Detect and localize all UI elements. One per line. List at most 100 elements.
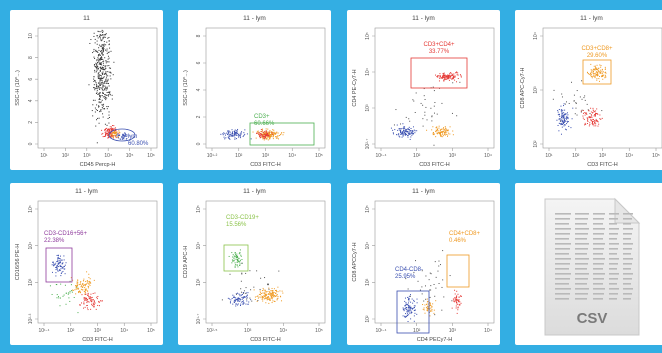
x-axis-label: CD3 FITC-H xyxy=(250,162,281,168)
gate-shape[interactable] xyxy=(45,247,73,283)
y-tick-label: 10⁴ xyxy=(196,242,202,250)
y-tick-label: 10⁵ xyxy=(365,205,371,213)
x-axis-label: CD3 FITC-H xyxy=(250,337,281,343)
x-axis-label: CD3 FITC-H xyxy=(82,337,113,343)
x-axis-label: CD3 FITC-H xyxy=(587,162,618,168)
plot-tile[interactable]: 11 - lym 10¹·² 10² 10³ 10⁴ 10⁵ 8 6 4 2 0 CD3 FITC-H… xyxy=(178,10,331,170)
gate-shape[interactable] xyxy=(249,122,315,146)
y-axis-label: CD8 APCCy7-H xyxy=(352,242,358,281)
x-tick-label: 10¹·⁴ xyxy=(38,328,49,334)
x-tick-label: 10² xyxy=(67,328,75,334)
y-tick-label: 10¹·⁷ xyxy=(196,313,202,324)
plot-tile[interactable]: 11 10¹ 10² 10³ 10⁴ 10⁵ 10⁶ 10 8 6 4 2 0 CD45 Percp-H S… xyxy=(10,10,163,170)
x-tick-label: 10⁵ xyxy=(126,153,134,159)
gate-label: CD3+CD8+ xyxy=(581,46,613,52)
y-axis-label: CD19 APC-H xyxy=(183,246,189,278)
y-tick-label: 0 xyxy=(196,142,202,145)
gate-percentage: 0.46% xyxy=(449,238,467,244)
csv-tile[interactable]: CSV xyxy=(515,183,662,345)
x-tick-label: 10³ xyxy=(449,328,457,334)
x-tick-label: 10⁵ xyxy=(315,153,323,159)
plot-tile[interactable]: 11 - lym 10²·⁵ 10³ 10⁴ 10⁵ 10⁵ 10⁴ 10³ 10¹·⁷ CD3 … xyxy=(178,183,331,345)
gate-shape[interactable] xyxy=(582,59,612,85)
event-dots xyxy=(49,254,103,314)
plot-tile[interactable]: 11 - lym 10¹·⁴ 10² 10³ 10⁴ 10⁵ 10⁵ 10⁴ 10³ 10²·³ C… xyxy=(10,183,163,345)
y-axis-label: CD16/56 PE-H xyxy=(15,244,21,280)
plot-tile[interactable]: 11 - lym 10¹·⁴ 10² 10³ 10⁴ 10⁵ 10⁴ 10³ 10² CD4 PE… xyxy=(347,183,500,345)
gate-percentage: 22.38% xyxy=(44,238,65,244)
gate-percentage: 60.80% xyxy=(128,141,149,147)
gate-label: CD3-CD19+ xyxy=(226,215,259,221)
x-tick-label: 10² xyxy=(572,153,580,159)
x-tick-label: 10⁴ xyxy=(279,328,287,334)
y-tick-label: 10³ xyxy=(533,86,539,94)
y-tick-label: 10³ xyxy=(365,104,371,112)
csv-file-icon: CSV xyxy=(544,197,641,336)
x-axis-label: CD3 FITC-H xyxy=(419,162,450,168)
x-tick-label: 10² xyxy=(413,153,421,159)
event-dots xyxy=(221,249,284,307)
plot-title: 11 - lym xyxy=(412,15,435,22)
y-tick-label: 6 xyxy=(196,61,202,64)
x-tick-label: 10⁴ xyxy=(288,153,296,159)
y-tick-label: 0 xyxy=(28,142,34,145)
gate-percentage: 25.95% xyxy=(395,274,416,280)
plot-tile[interactable]: 11 - lym 10¹ 10² 10³ 10⁴ 10⁵ 10⁴ 10³ 10² CD3 FITC… xyxy=(515,10,662,170)
x-tick-label: 10² xyxy=(62,153,70,159)
plot-frame xyxy=(205,200,326,324)
y-tick-label: 10⁴ xyxy=(533,32,539,40)
event-dots xyxy=(402,250,462,323)
y-axis-label: CD4 PE-Cy7-H xyxy=(352,69,358,106)
x-tick-label: 10¹ xyxy=(40,153,48,159)
gate-percentage: 15.56% xyxy=(226,222,247,228)
gate-shape[interactable] xyxy=(108,128,136,142)
y-tick-label: 10⁴ xyxy=(365,68,371,76)
gate-shape[interactable] xyxy=(410,57,468,89)
y-tick-label: 6 xyxy=(28,78,34,81)
y-tick-label: 10³ xyxy=(365,278,371,286)
flow-plot: 11 - lym 10¹·⁴ 10² 10³ 10⁴ 10⁵ 10⁴ 10³ 10² CD4 PE… xyxy=(352,188,495,343)
x-tick-label: 10³ xyxy=(599,153,607,159)
plot-tile[interactable]: 11 - lym 10¹·⁴ 10² 10³ 10⁴ 10⁵ 10⁴ 10³ 10²·⁷ CD3 … xyxy=(347,10,500,170)
gate-label: CD4-CD8- xyxy=(395,267,423,273)
gate-shape[interactable] xyxy=(446,254,470,288)
event-dots xyxy=(390,71,462,146)
plot-frame xyxy=(205,27,326,149)
x-tick-label: 10¹·⁴ xyxy=(375,328,386,334)
y-tick-label: 10²·³ xyxy=(28,313,34,324)
y-tick-label: 8 xyxy=(28,56,34,59)
plot-title: 11 - lym xyxy=(412,188,435,195)
plot-title: 11 - lym xyxy=(580,15,603,22)
x-tick-label: 10⁵ xyxy=(315,328,323,334)
plot-title: 11 xyxy=(83,15,90,22)
y-tick-label: 10 xyxy=(28,33,34,39)
x-tick-label: 10²·⁵ xyxy=(207,328,218,334)
y-axis-label: SSC-H (10^...) xyxy=(183,70,189,106)
x-tick-label: 10³ xyxy=(262,153,270,159)
x-tick-label: 10³ xyxy=(449,153,457,159)
y-tick-label: 10⁴ xyxy=(365,242,371,250)
plot-frame xyxy=(37,200,158,324)
gate-shape[interactable] xyxy=(223,244,249,272)
x-tick-label: 10³ xyxy=(83,153,91,159)
gate-shape[interactable] xyxy=(396,290,430,334)
y-tick-label: 4 xyxy=(28,99,34,102)
gate-percentage: 29.60% xyxy=(587,53,608,59)
flow-plot: 11 - lym 10²·⁵ 10³ 10⁴ 10⁵ 10⁵ 10⁴ 10³ 10¹·⁷ CD3 … xyxy=(183,188,326,343)
x-tick-label: 10² xyxy=(413,328,421,334)
y-tick-label: 10⁵ xyxy=(365,32,371,40)
gate-percentage: 60.66% xyxy=(254,121,275,127)
csv-label: CSV xyxy=(577,310,608,327)
x-tick-label: 10⁴ xyxy=(484,153,492,159)
y-axis-label: CD8 APC-Cy7-H xyxy=(520,67,526,108)
gate-label: lym xyxy=(128,134,137,140)
x-tick-label: 10³ xyxy=(94,328,102,334)
y-tick-label: 10³ xyxy=(196,278,202,286)
x-tick-label: 10⁴ xyxy=(625,153,633,159)
x-tick-label: 10⁵ xyxy=(652,153,660,159)
plot-frame xyxy=(374,200,495,324)
x-tick-label: 10⁴ xyxy=(104,153,112,159)
plot-title: 11 - lym xyxy=(75,188,98,195)
y-tick-label: 10² xyxy=(365,315,371,323)
x-tick-label: 10⁶ xyxy=(147,153,155,159)
